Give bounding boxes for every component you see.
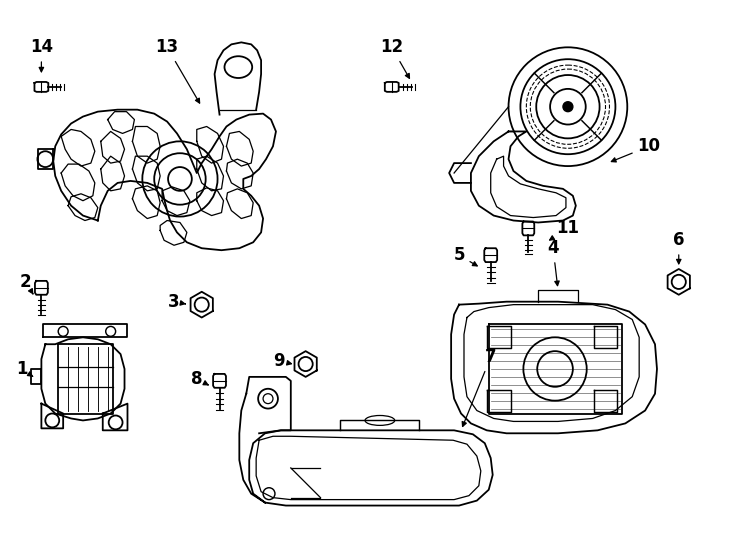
Text: 6: 6 xyxy=(673,231,685,264)
Text: 13: 13 xyxy=(156,38,200,103)
Text: 10: 10 xyxy=(611,137,661,162)
Text: 5: 5 xyxy=(454,246,477,266)
Circle shape xyxy=(563,102,573,112)
Text: 1: 1 xyxy=(16,360,32,378)
Text: 9: 9 xyxy=(273,352,291,370)
Text: 3: 3 xyxy=(168,293,186,310)
Text: 7: 7 xyxy=(462,348,496,427)
Text: 11: 11 xyxy=(550,219,579,240)
Text: 2: 2 xyxy=(20,273,33,294)
Text: 12: 12 xyxy=(380,38,410,78)
Text: 4: 4 xyxy=(548,239,559,286)
Text: 14: 14 xyxy=(30,38,53,72)
Text: 8: 8 xyxy=(191,370,208,388)
